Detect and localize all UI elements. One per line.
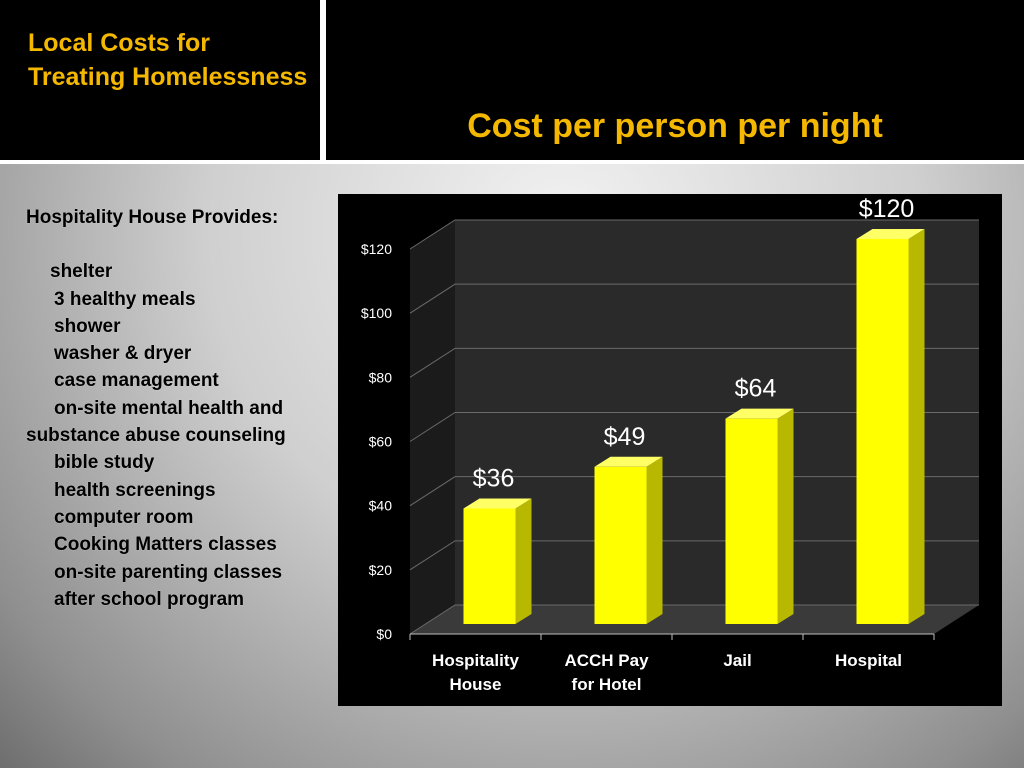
chart-floor — [410, 605, 979, 634]
bar-top — [463, 498, 532, 509]
service-item: shelter — [50, 261, 113, 283]
services-list: Hospitality House Provides: shelter 3 he… — [26, 204, 338, 613]
bar-top — [725, 408, 794, 419]
service-item: shower — [54, 315, 121, 337]
bar-top — [594, 456, 663, 467]
bar-side — [777, 408, 794, 624]
y-tick-label: $20 — [369, 562, 393, 578]
bar — [594, 466, 647, 624]
gridline — [409, 347, 979, 378]
service-item: case management — [54, 370, 219, 392]
y-tick-label: $100 — [361, 305, 392, 321]
section-title: Local Costs for Treating Homelessness — [28, 29, 308, 91]
x-category-label: Jail — [723, 651, 751, 670]
y-tick-label: $80 — [369, 369, 393, 385]
gridline — [409, 219, 979, 250]
x-category-label: Hospitality House — [432, 651, 519, 694]
gridline — [409, 476, 979, 507]
bar — [725, 418, 778, 624]
bar-chart: $0 $20 $40 $60 $80 $100 $120 $36 Hospitality Hous… — [338, 194, 1002, 706]
bar-side — [515, 498, 532, 624]
gridline — [409, 283, 979, 314]
y-tick-label: $0 — [376, 626, 392, 642]
data-label: $36 — [473, 465, 515, 493]
bar-side — [646, 456, 663, 624]
bar — [856, 239, 909, 624]
x-category-label: ACCH Pay for Hotel — [564, 651, 649, 694]
header-right-panel — [326, 0, 1024, 160]
bar-chart-svg: $0 $20 $40 $60 $80 $100 $120 $36 Hospitality Hous… — [361, 195, 979, 694]
data-label: $49 — [604, 423, 646, 451]
y-tick-label: $60 — [369, 434, 393, 450]
service-item: bible study — [54, 452, 155, 474]
slide-title: Cost per person per night — [467, 107, 883, 145]
service-item: computer room — [54, 506, 194, 528]
bar-side — [908, 229, 925, 624]
y-tick-label: $120 — [361, 241, 392, 257]
service-item: on-site mental health and substance abus… — [26, 397, 286, 447]
gridline — [409, 604, 979, 635]
header-left-panel — [0, 0, 320, 160]
header-vertical-divider — [320, 0, 326, 164]
bar-top — [856, 229, 925, 239]
gridline — [409, 412, 979, 442]
x-category-label: Hospital — [835, 651, 902, 670]
gridline — [409, 540, 979, 571]
header-horizontal-divider — [0, 160, 1024, 164]
y-tick-label: $40 — [369, 498, 393, 514]
service-item: washer & dryer — [54, 343, 192, 365]
service-item: health screenings — [54, 479, 216, 501]
bar — [463, 508, 516, 624]
service-item: after school program — [54, 588, 245, 610]
service-item: on-site parenting classes — [54, 561, 283, 583]
data-label: $64 — [735, 375, 777, 403]
service-item: 3 healthy meals — [54, 288, 196, 310]
service-item: Cooking Matters classes — [54, 534, 277, 556]
services-heading: Hospitality House Provides: — [26, 207, 279, 228]
data-label: $120 — [859, 195, 915, 223]
